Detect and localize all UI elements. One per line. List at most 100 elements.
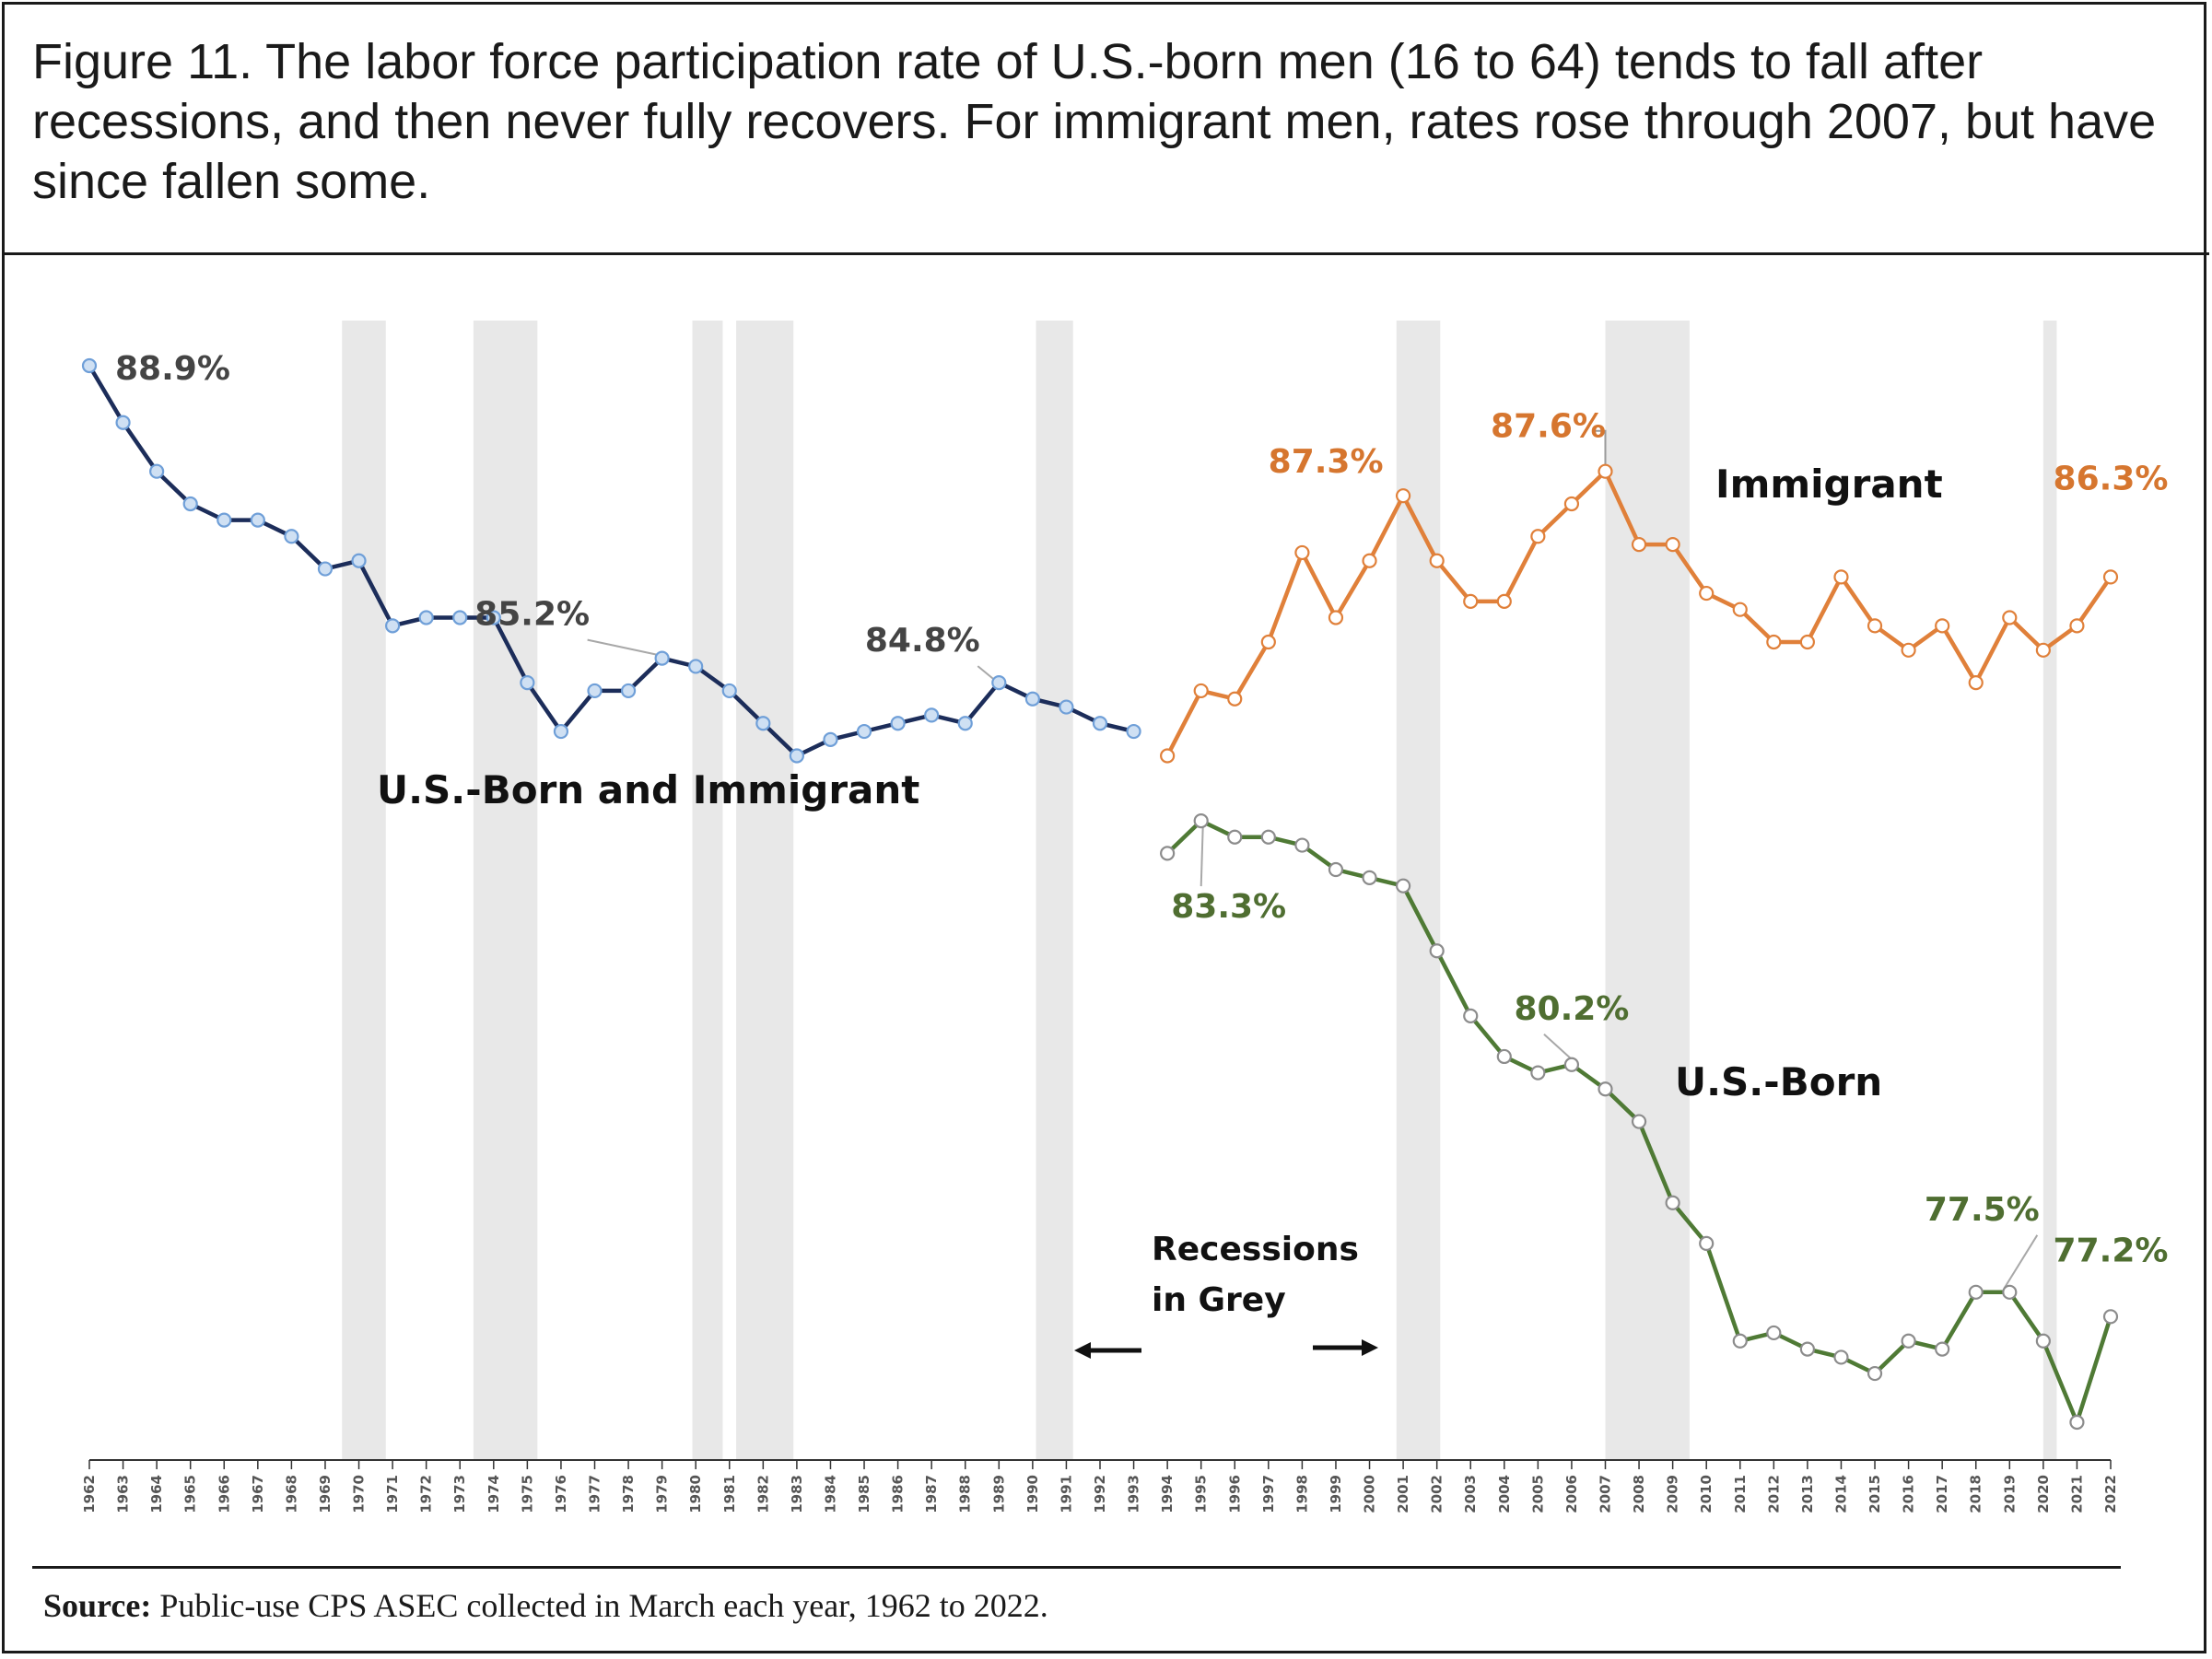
x-tick-label: 1976 xyxy=(553,1475,569,1513)
data-point xyxy=(1429,943,1445,959)
series-name-label: U.S.-Born and Immigrant xyxy=(377,767,919,812)
x-tick-label: 1963 xyxy=(115,1475,132,1513)
x-tick-label: 1973 xyxy=(451,1475,468,1513)
label-leader-line xyxy=(2003,1234,2039,1290)
x-tick-label: 2006 xyxy=(1563,1475,1580,1513)
x-tick-label: 1994 xyxy=(1159,1475,1176,1513)
x-tick-label: 1984 xyxy=(822,1475,838,1513)
data-point xyxy=(1968,1284,1984,1300)
x-tick-label: 1974 xyxy=(486,1475,502,1513)
x-tick-label: 1987 xyxy=(923,1475,940,1513)
data-point xyxy=(1126,723,1141,740)
data-label: 84.8% xyxy=(865,622,980,660)
data-point xyxy=(1935,618,1950,634)
data-label: 80.2% xyxy=(1514,990,1629,1028)
x-tick-label: 1979 xyxy=(654,1475,671,1513)
source-label: Source: xyxy=(43,1587,152,1624)
data-point xyxy=(520,674,535,691)
x-tick-label: 1962 xyxy=(81,1475,98,1513)
data-point xyxy=(1563,496,1580,512)
data-point xyxy=(957,716,973,731)
x-tick-label: 1978 xyxy=(620,1475,637,1513)
x-tick-label: 2016 xyxy=(1901,1475,1917,1513)
label-leader-line xyxy=(1592,429,1607,466)
x-tick-label: 1971 xyxy=(384,1475,401,1513)
x-tick-label: 1968 xyxy=(283,1475,299,1513)
data-point xyxy=(1598,1081,1613,1097)
series-lines xyxy=(88,364,2113,1425)
data-point xyxy=(823,731,838,747)
x-tick-label: 1966 xyxy=(216,1475,232,1513)
data-point xyxy=(1530,1065,1546,1081)
data-label: 86.3% xyxy=(2054,460,2169,497)
x-tick-label: 1990 xyxy=(1024,1475,1041,1513)
x-tick-label: 1999 xyxy=(1328,1475,1344,1513)
data-point xyxy=(654,650,670,666)
x-tick-label: 1965 xyxy=(182,1475,199,1513)
data-point xyxy=(1160,846,1176,861)
data-point xyxy=(1935,1341,1950,1357)
data-label: 85.2% xyxy=(474,596,590,634)
data-point xyxy=(991,674,1007,691)
x-tick-label: 2003 xyxy=(1462,1475,1479,1513)
data-point xyxy=(149,463,165,479)
data-point xyxy=(1867,1365,1883,1382)
data-point xyxy=(1328,861,1344,878)
data-point xyxy=(1901,1333,1916,1349)
data-point xyxy=(2002,610,2018,625)
data-point xyxy=(587,683,603,699)
data-point xyxy=(1968,674,1984,691)
data-point xyxy=(1160,748,1176,764)
label-leaders xyxy=(587,429,2039,1290)
recession-band xyxy=(1036,321,1073,1460)
data-point xyxy=(1227,829,1243,845)
x-tick-label: 2018 xyxy=(1968,1475,1984,1513)
x-tick-label: 1988 xyxy=(957,1475,974,1513)
data-point xyxy=(1496,1048,1512,1065)
source-note: Source: Public-use CPS ASEC collected in… xyxy=(43,1586,1048,1625)
x-tick-label: 1989 xyxy=(990,1475,1007,1513)
x-tick-label: 2021 xyxy=(2068,1475,2085,1513)
x-tick-label: 2001 xyxy=(1395,1475,1411,1513)
data-point xyxy=(856,723,872,740)
data-point xyxy=(351,553,367,568)
data-point xyxy=(1530,529,1546,544)
x-tick-label: 1992 xyxy=(1092,1475,1108,1513)
data-point xyxy=(1294,837,1310,853)
data-point xyxy=(1799,1341,1816,1357)
data-point xyxy=(1732,602,1748,617)
data-point xyxy=(1260,829,1276,845)
data-point xyxy=(789,748,805,764)
series-name-label: Immigrant xyxy=(1715,461,1943,507)
data-point xyxy=(1362,553,1377,568)
right-arrowhead-icon xyxy=(1362,1339,1378,1356)
annotation-line-1: Recessions xyxy=(1152,1231,1359,1268)
x-tick-label: 1983 xyxy=(789,1475,805,1513)
x-tick-label: 1997 xyxy=(1260,1475,1277,1513)
x-tick-label: 1993 xyxy=(1126,1475,1142,1513)
data-point xyxy=(2102,569,2119,585)
label-leader-line xyxy=(977,665,994,680)
data-point xyxy=(2069,618,2085,634)
x-tick-label: 1970 xyxy=(351,1475,368,1513)
data-point xyxy=(2069,1414,2085,1431)
data-point xyxy=(1563,1057,1580,1072)
data-point xyxy=(1766,1325,1782,1341)
data-point xyxy=(890,716,906,731)
data-point xyxy=(182,496,198,512)
data-point xyxy=(1598,463,1613,479)
source-divider xyxy=(32,1566,2121,1569)
x-tick-label: 1991 xyxy=(1058,1475,1074,1513)
data-point xyxy=(1294,544,1310,561)
x-axis: 1962 1963 1964 1965 1966 1967 1968 1969 1970 1971… xyxy=(81,1459,2119,1513)
x-tick-label: 1975 xyxy=(519,1475,535,1513)
x-tick-label: 1980 xyxy=(687,1475,704,1513)
data-point xyxy=(1496,593,1512,609)
x-tick-label: 1964 xyxy=(148,1475,165,1513)
data-point xyxy=(1699,585,1715,602)
left-arrowhead-icon xyxy=(1074,1342,1091,1359)
x-tick-label: 1977 xyxy=(587,1475,603,1513)
data-point xyxy=(1799,634,1816,650)
data-point xyxy=(1833,569,1849,585)
